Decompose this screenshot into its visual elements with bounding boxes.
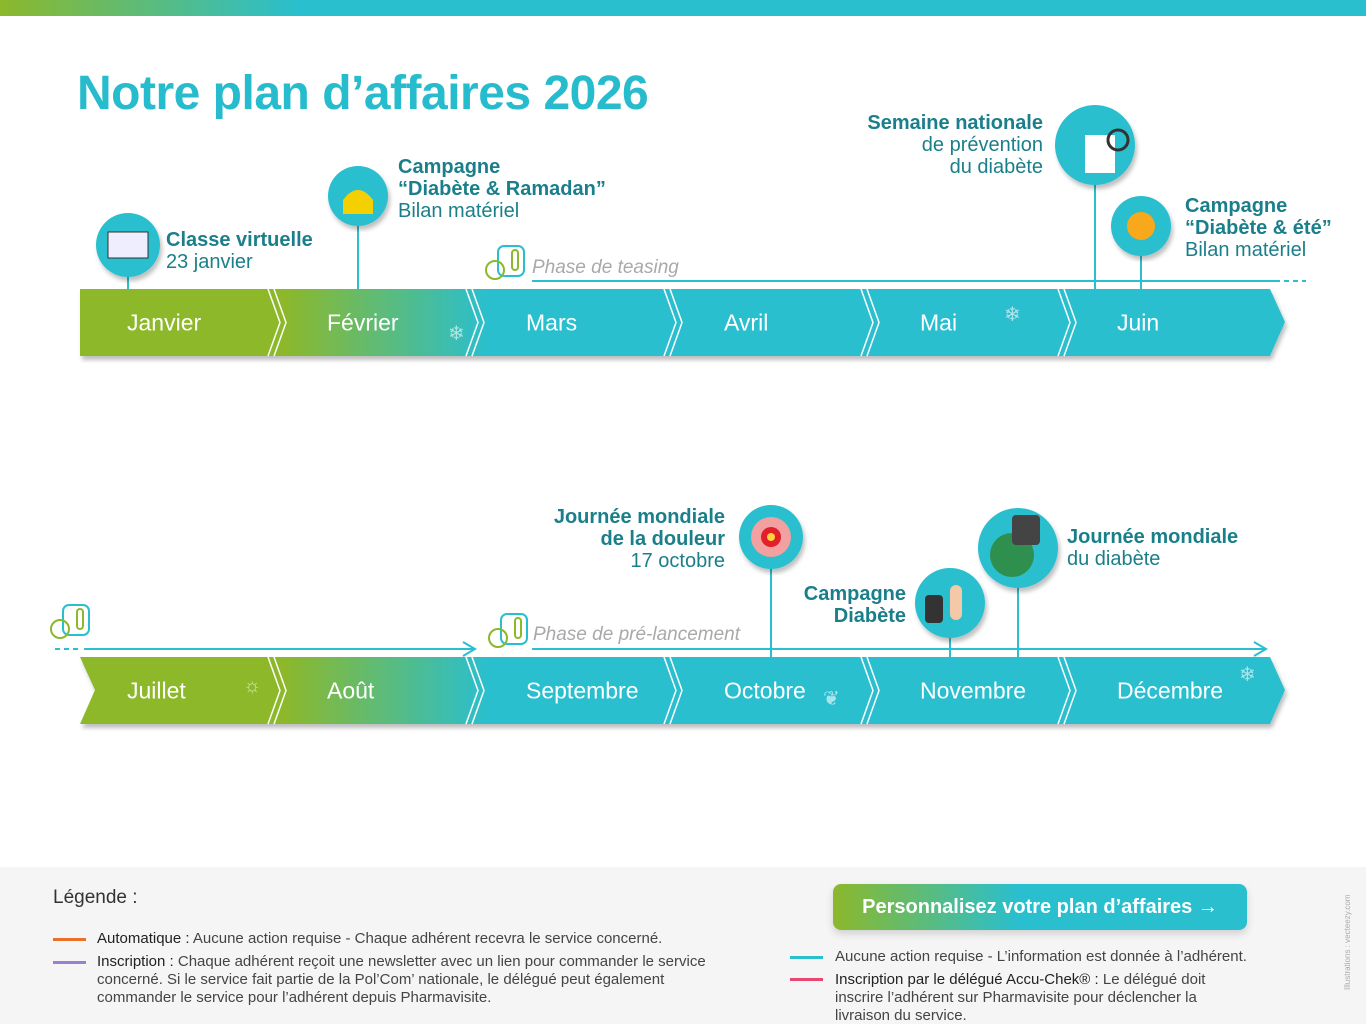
page-title: Notre plan d’affaires 2026 — [77, 67, 649, 120]
event-icon-sun — [1111, 196, 1171, 256]
month-separator — [860, 656, 874, 725]
illustration-credit: Illustrations : vecteezy.com — [1343, 894, 1352, 990]
event-ramadan: Campagne “Diabète & Ramadan” Bilan matérie… — [398, 156, 606, 222]
legend: Légende : Automatique : Aucune action re… — [0, 867, 1366, 1024]
event-icon-earth-glucometer — [978, 508, 1058, 588]
event-title: “Diabète & Ramadan” — [398, 178, 606, 200]
event-icon-pain-target — [739, 505, 803, 569]
timeline: Janvier Février Mars Avril Mai Juin Juillet Aoû… — [50, 105, 1306, 725]
event-date: 23 janvier — [166, 251, 253, 273]
event-icon-glucometer-magnifier — [1055, 105, 1135, 185]
month-separator — [1057, 656, 1071, 725]
month-separator — [669, 656, 683, 725]
month-separator — [860, 288, 874, 357]
phase-teasing: Phase de teasing — [532, 257, 679, 278]
month-label: Juillet — [127, 678, 186, 704]
month-separator — [465, 656, 479, 725]
pen-device-icon — [50, 604, 90, 639]
event-sub: du diabète — [949, 156, 1043, 178]
legend-swatch-info — [790, 956, 823, 959]
legend-swatch-delegue — [790, 978, 823, 981]
month-label: Mars — [526, 310, 577, 336]
month-label: Juin — [1117, 310, 1159, 336]
event-title: Diabète — [833, 605, 906, 627]
month-separator — [471, 656, 485, 725]
legend-item-info: Aucune action requise - L’information es… — [835, 948, 1247, 965]
event-title: Journée mondiale — [553, 506, 725, 528]
event-journee-diabete: Journée mondiale du diabète — [1067, 526, 1238, 570]
event-title: de la douleur — [600, 528, 725, 550]
month-separator — [1063, 288, 1077, 357]
snowflake-icon: ❄ — [1004, 304, 1021, 326]
legend-title: Légende : — [53, 887, 138, 908]
month-label: Février — [327, 310, 399, 336]
event-title: Classe virtuelle — [166, 229, 313, 251]
event-journee-douleur: Journée mondiale de la douleur 17 octobre — [554, 506, 725, 572]
legend-text: Le délégué doit inscrire l’adhérent sur … — [835, 971, 1206, 1024]
month-label: Janvier — [127, 310, 201, 336]
legend-item-auto: Automatique : Aucune action requise - Ch… — [97, 930, 737, 948]
pen-device-icon — [485, 245, 525, 280]
event-icon-classe-virtuelle — [96, 213, 160, 277]
event-campagne-diabete: Campagne Diabète — [804, 583, 906, 627]
snowflake-icon: ❄ — [448, 323, 465, 345]
month-label: Mai — [920, 310, 957, 336]
event-icon-glucose-test — [915, 568, 985, 638]
sun-icon: ☼ — [243, 675, 261, 697]
legend-label: Inscription : — [97, 953, 174, 970]
event-semaine-nationale: Semaine nationale de prévention du diabète — [867, 112, 1043, 178]
event-classe-virtuelle: Classe virtuelle 23 janvier — [166, 229, 313, 273]
month-separator — [471, 288, 485, 357]
month-label: Décembre — [1117, 678, 1223, 704]
event-sub: du diabète — [1067, 548, 1161, 570]
event-title: Campagne — [1185, 195, 1288, 217]
event-icon-ramadan-mosque — [328, 166, 388, 226]
event-sub: Bilan matériel — [1185, 239, 1307, 261]
event-title: Campagne — [803, 583, 906, 605]
event-sub: de prévention — [921, 134, 1043, 156]
month-separator — [866, 288, 880, 357]
month-separator — [669, 288, 683, 357]
month-separator — [267, 288, 281, 357]
legend-text: Aucune action requise - Chaque adhérent … — [189, 930, 663, 947]
month-separator — [1057, 288, 1071, 357]
event-diabete-ete: Campagne “Diabète & été” Bilan matériel — [1185, 195, 1332, 261]
event-title: “Diabète & été” — [1185, 217, 1332, 239]
month-separator — [663, 656, 677, 725]
phase-prelancement: Phase de pré-lancement — [533, 624, 741, 645]
legend-label: Inscription par le délégué Accu-Chek® : — [835, 971, 1099, 988]
event-title: Journée mondiale — [1067, 526, 1239, 548]
legend-label: Automatique : — [97, 930, 190, 947]
month-separator — [1063, 656, 1077, 725]
month-label: Septembre — [526, 678, 639, 704]
personalize-plan-button[interactable]: Personnalisez votre plan d’affaires → — [833, 884, 1247, 930]
legend-text: Chaque adhérent reçoit une newsletter av… — [97, 953, 706, 1006]
month-separator — [273, 656, 287, 725]
legend-item-inscription: Inscription : Chaque adhérent reçoit une… — [97, 953, 737, 1007]
month-label: Octobre — [724, 678, 806, 704]
month-separator — [267, 656, 281, 725]
month-separator — [866, 656, 880, 725]
month-label: Avril — [724, 310, 768, 336]
top-gradient-bar — [0, 0, 1366, 16]
month-separator — [273, 288, 287, 357]
snowflake-icon: ❄ — [1239, 664, 1256, 686]
month-separator — [663, 288, 677, 357]
month-label: Août — [327, 678, 375, 704]
month-label: Novembre — [920, 678, 1026, 704]
event-date: 17 octobre — [630, 550, 725, 572]
event-sub: Bilan matériel — [398, 200, 520, 222]
pen-device-icon — [488, 613, 528, 648]
legend-item-delegue: Inscription par le délégué Accu-Chek® : … — [835, 971, 1255, 1025]
legend-swatch-auto — [53, 938, 86, 941]
legend-swatch-inscription — [53, 961, 86, 964]
month-separator — [465, 288, 479, 357]
event-title: Campagne — [398, 156, 501, 178]
leaf-icon: ❦ — [823, 688, 840, 710]
event-title: Semaine nationale — [867, 112, 1043, 134]
